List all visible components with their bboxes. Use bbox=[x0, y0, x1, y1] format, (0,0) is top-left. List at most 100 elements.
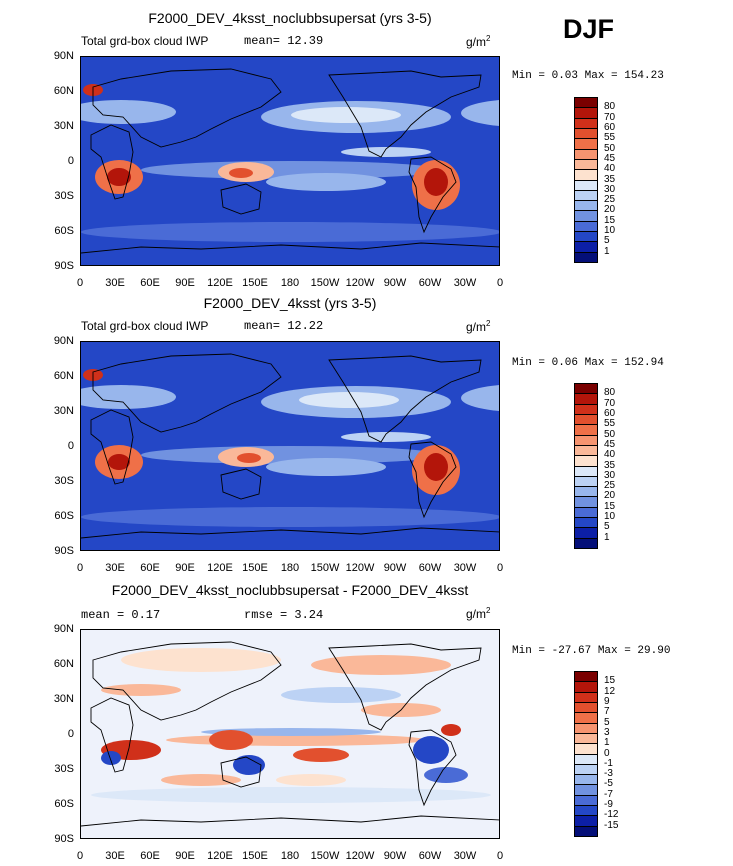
colorbar-level-label: 70 bbox=[604, 397, 616, 409]
panel-1-min-max: Min = 0.03 Max = 154.23 bbox=[512, 70, 664, 82]
panel-1-units-base: g/m bbox=[466, 35, 487, 49]
colorbar-swatch bbox=[574, 251, 598, 263]
colorbar-level-label: 80 bbox=[604, 387, 616, 399]
colorbar-level-label: 10 bbox=[604, 225, 616, 237]
panel-3-lat-tick: 60N bbox=[53, 658, 74, 670]
panel-1-mean-label: mean= 12.39 bbox=[244, 34, 324, 48]
panel-3-amazon-cool bbox=[413, 736, 449, 764]
panel-2-lon-tick: 90W bbox=[383, 562, 407, 574]
panel-1-lat-tick: 60S bbox=[54, 225, 74, 237]
panel-1-lon-tick: 90W bbox=[383, 277, 407, 289]
panel-1-colorbar: 80 70 60 55 50 45 40 35 30 25 20 15 10 5 1 bbox=[574, 97, 615, 263]
colorbar-level-label: -7 bbox=[604, 788, 613, 800]
colorbar-level-label: 3 bbox=[604, 726, 610, 738]
panel-1-lat-tick: 30S bbox=[54, 190, 74, 202]
panel-1-lon-tick: 0 bbox=[76, 277, 84, 289]
panel-3-lon-tick: 120E bbox=[207, 850, 233, 862]
colorbar-level-label: 35 bbox=[604, 173, 616, 185]
panel-3-europe-warm bbox=[101, 684, 181, 696]
panel-2-lat-tick: 60S bbox=[54, 510, 74, 522]
panel-1-spcz bbox=[266, 173, 386, 191]
panel-2-maritime-core bbox=[237, 453, 261, 463]
colorbar-level-label: 5 bbox=[604, 521, 610, 533]
panel-2-lon-tick: 30W bbox=[453, 562, 477, 574]
panel-3-npacific-north bbox=[311, 655, 451, 675]
colorbar-level-label: 55 bbox=[604, 132, 616, 144]
colorbar-level-label: 1 bbox=[604, 245, 610, 257]
panel-1-lat-tick: 90N bbox=[53, 50, 74, 62]
panel-1-units-label: g/m2 bbox=[466, 34, 490, 49]
panel-1-lon-tick: 150E bbox=[242, 277, 268, 289]
panel-3-indian-ocean-warm bbox=[161, 774, 241, 786]
panel-1-npacific-core bbox=[291, 107, 401, 123]
panel-2-spcz bbox=[266, 458, 386, 476]
panel-3-spacific-warm bbox=[276, 774, 346, 786]
panel-2-southern-ocean-band bbox=[81, 507, 499, 527]
panel-3-samerica-warm bbox=[441, 724, 461, 736]
panel-2-map-svg bbox=[81, 342, 499, 550]
panel-1-lon-tick: 150W bbox=[310, 277, 340, 289]
panel-3-lon-tick: 90E bbox=[175, 850, 195, 862]
colorbar-level-label: 15 bbox=[604, 214, 616, 226]
panel-2-lon-tick: 150E bbox=[242, 562, 268, 574]
colorbar-level-label: 7 bbox=[604, 706, 610, 718]
panel-2-mean-label: mean= 12.22 bbox=[244, 319, 324, 333]
panel-3-lon-tick: 60W bbox=[418, 850, 442, 862]
panel-1-natlantic-storm-track bbox=[461, 99, 499, 127]
colorbar-level-label: 12 bbox=[604, 685, 616, 697]
colorbar-level-label: 70 bbox=[604, 111, 616, 123]
panel-3-lat-tick: 60S bbox=[54, 798, 74, 810]
panel-3-lat-tick: 90S bbox=[54, 833, 74, 845]
panel-1-lat-tick: 0 bbox=[67, 155, 74, 167]
colorbar-level-label: 80 bbox=[604, 101, 616, 113]
colorbar-level-label: -5 bbox=[604, 778, 613, 790]
panel-1-samerica-core bbox=[424, 168, 448, 196]
colorbar-level-label: 20 bbox=[604, 204, 616, 216]
colorbar-swatch bbox=[574, 825, 598, 837]
panel-1-southern-ocean-band bbox=[81, 222, 499, 242]
panel-3-map bbox=[80, 629, 500, 839]
panel-1-itcz bbox=[141, 161, 441, 179]
colorbar-level-label: 50 bbox=[604, 142, 616, 154]
panel-2-units-base: g/m bbox=[466, 320, 487, 334]
colorbar-level-label: 45 bbox=[604, 438, 616, 450]
panel-2-lon-tick: 150W bbox=[310, 562, 340, 574]
colorbar-level-label: -12 bbox=[604, 809, 619, 821]
colorbar-level-label: 35 bbox=[604, 459, 616, 471]
panel-2-lon-tick: 120E bbox=[207, 562, 233, 574]
colorbar-level-label: 60 bbox=[604, 121, 616, 133]
panel-3-lon-tick: 30E bbox=[105, 850, 125, 862]
colorbar-level-label: -3 bbox=[604, 768, 613, 780]
panel-3-maritime-warm bbox=[209, 730, 253, 750]
panel-1-lon-tick: 90E bbox=[175, 277, 195, 289]
panel-2-lon-tick: 90E bbox=[175, 562, 195, 574]
panel-1-lat-tick: 30N bbox=[53, 120, 74, 132]
panel-3-lon-tick: 150W bbox=[310, 850, 340, 862]
panel-1-lon-tick: 180 bbox=[280, 277, 300, 289]
panel-3-lat-tick: 30N bbox=[53, 693, 74, 705]
panel-1-units-exponent: 2 bbox=[486, 34, 491, 43]
panel-3-lon-tick: 90W bbox=[383, 850, 407, 862]
panel-3-arctic-warm bbox=[121, 648, 281, 672]
colorbar-level-label: 60 bbox=[604, 407, 616, 419]
panel-3-lat-tick: 90N bbox=[53, 623, 74, 635]
colorbar-level-label: 20 bbox=[604, 490, 616, 502]
colorbar-level-label: -1 bbox=[604, 757, 613, 769]
colorbar-level-label: 50 bbox=[604, 428, 616, 440]
panel-2-lon-tick: 0 bbox=[76, 562, 84, 574]
panel-1-lon-tick: 30W bbox=[453, 277, 477, 289]
panel-3-min-max: Min = -27.67 Max = 29.90 bbox=[512, 645, 671, 657]
panel-2-lon-tick: 60E bbox=[140, 562, 160, 574]
colorbar-level-label: 40 bbox=[604, 163, 616, 175]
panel-1-map-svg bbox=[81, 57, 499, 265]
panel-3-colorbar: 15 12 9 7 5 3 1 0 -1 -3 -5 -7 -9 -12 -15 bbox=[574, 671, 618, 837]
colorbar-level-label: 10 bbox=[604, 511, 616, 523]
panel-3-lat-tick: 0 bbox=[67, 728, 74, 740]
panel-3-lon-tick: 60E bbox=[140, 850, 160, 862]
panel-3-satlantic-cool bbox=[424, 767, 468, 783]
panel-3-title: F2000_DEV_4ksst_noclubbsupersat - F2000_… bbox=[111, 582, 469, 598]
panel-3-coastlines bbox=[81, 641, 499, 827]
panel-3-lon-tick: 30W bbox=[453, 850, 477, 862]
panel-3-australia-cool bbox=[233, 755, 265, 775]
panel-1-lon-tick: 120E bbox=[207, 277, 233, 289]
